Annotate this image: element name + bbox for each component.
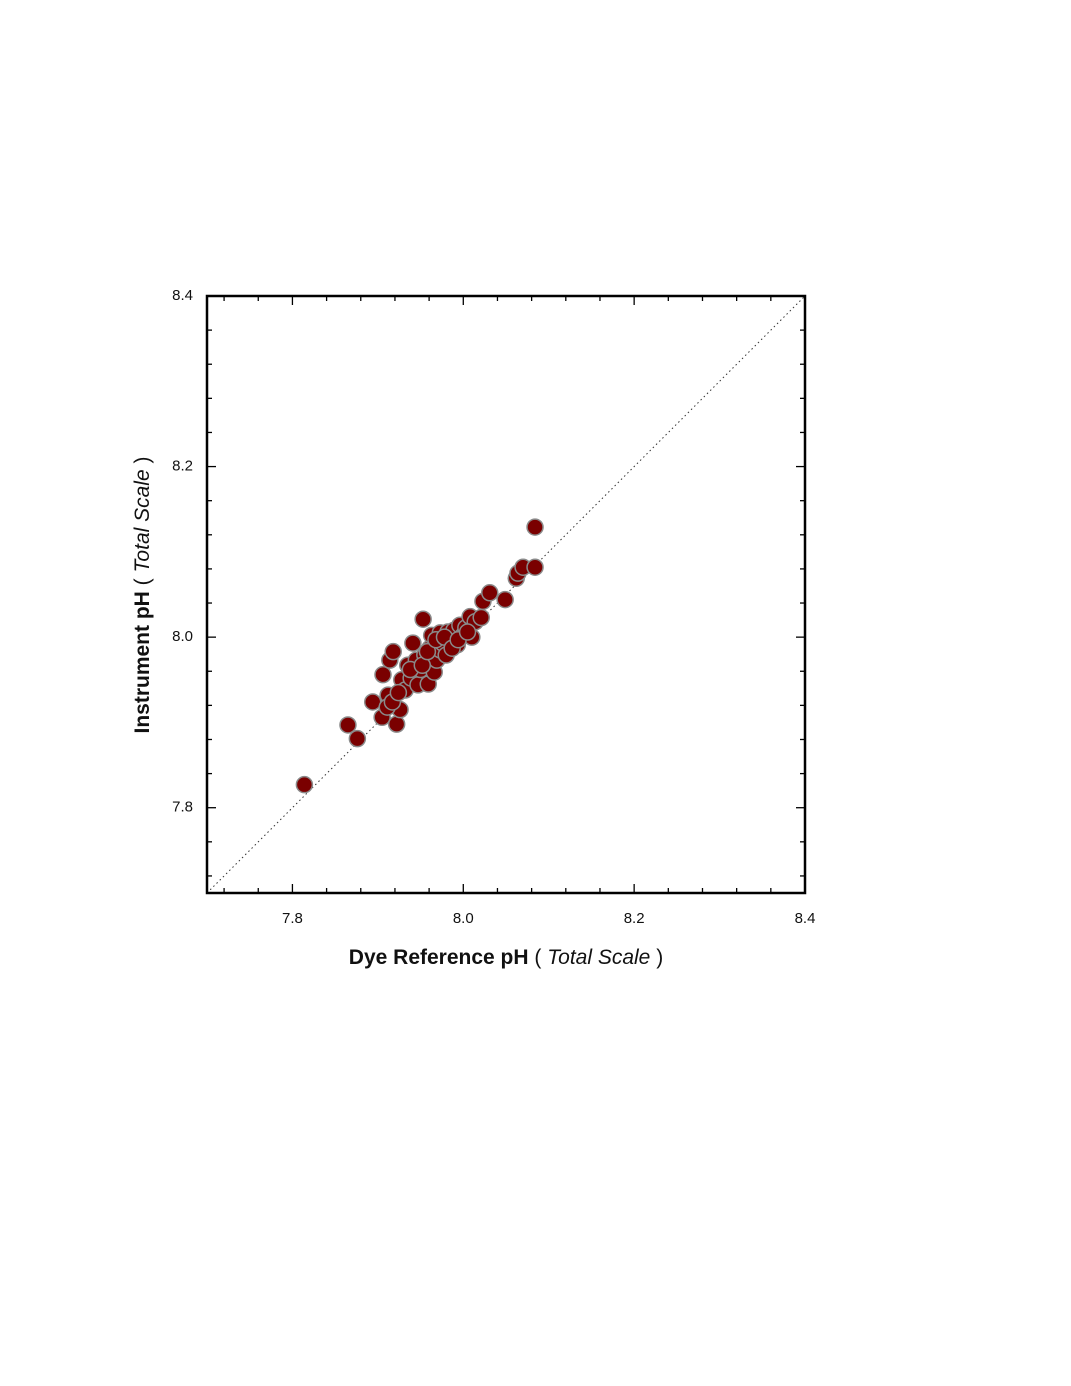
point <box>414 610 432 628</box>
y-label-unit: Total Scale <box>131 469 154 572</box>
point <box>472 608 490 627</box>
x-tick-label: 8.2 <box>624 910 645 927</box>
y-label-paren: ) <box>131 457 154 464</box>
x-label-paren: ( <box>534 946 541 969</box>
point <box>526 558 544 576</box>
point <box>418 642 437 661</box>
y-tick-label: 7.8 <box>172 799 193 816</box>
y-label-paren: ( <box>131 578 154 585</box>
point <box>404 634 422 652</box>
identity-line <box>206 295 806 894</box>
point <box>363 693 382 711</box>
point <box>339 716 357 734</box>
x-tick-label: 8.4 <box>795 910 816 927</box>
point <box>374 665 392 684</box>
y-tick-label: 8.4 <box>172 287 193 304</box>
point <box>526 518 544 536</box>
x-label-paren: ) <box>656 946 663 969</box>
y-tick-label: 8.2 <box>172 458 193 475</box>
y-tick-label: 8.0 <box>172 628 193 645</box>
x-tick-label: 8.0 <box>453 910 474 927</box>
x-label-main: Dye Reference pH <box>349 946 529 969</box>
point <box>481 584 499 602</box>
y-label-main: Instrument pH <box>131 591 154 733</box>
point <box>384 642 402 661</box>
point <box>348 729 367 748</box>
point <box>389 683 408 702</box>
x-tick-label: 7.8 <box>282 910 303 927</box>
x-axis-label: Dye Reference pH ( Total Scale ) <box>349 946 663 969</box>
y-axis-label: Instrument pH ( Total Scale ) <box>131 457 154 734</box>
point <box>295 775 314 794</box>
x-label-unit: Total Scale <box>547 946 650 969</box>
point <box>458 623 477 641</box>
plot-frame <box>205 294 807 895</box>
point <box>496 590 514 609</box>
point <box>387 715 406 733</box>
